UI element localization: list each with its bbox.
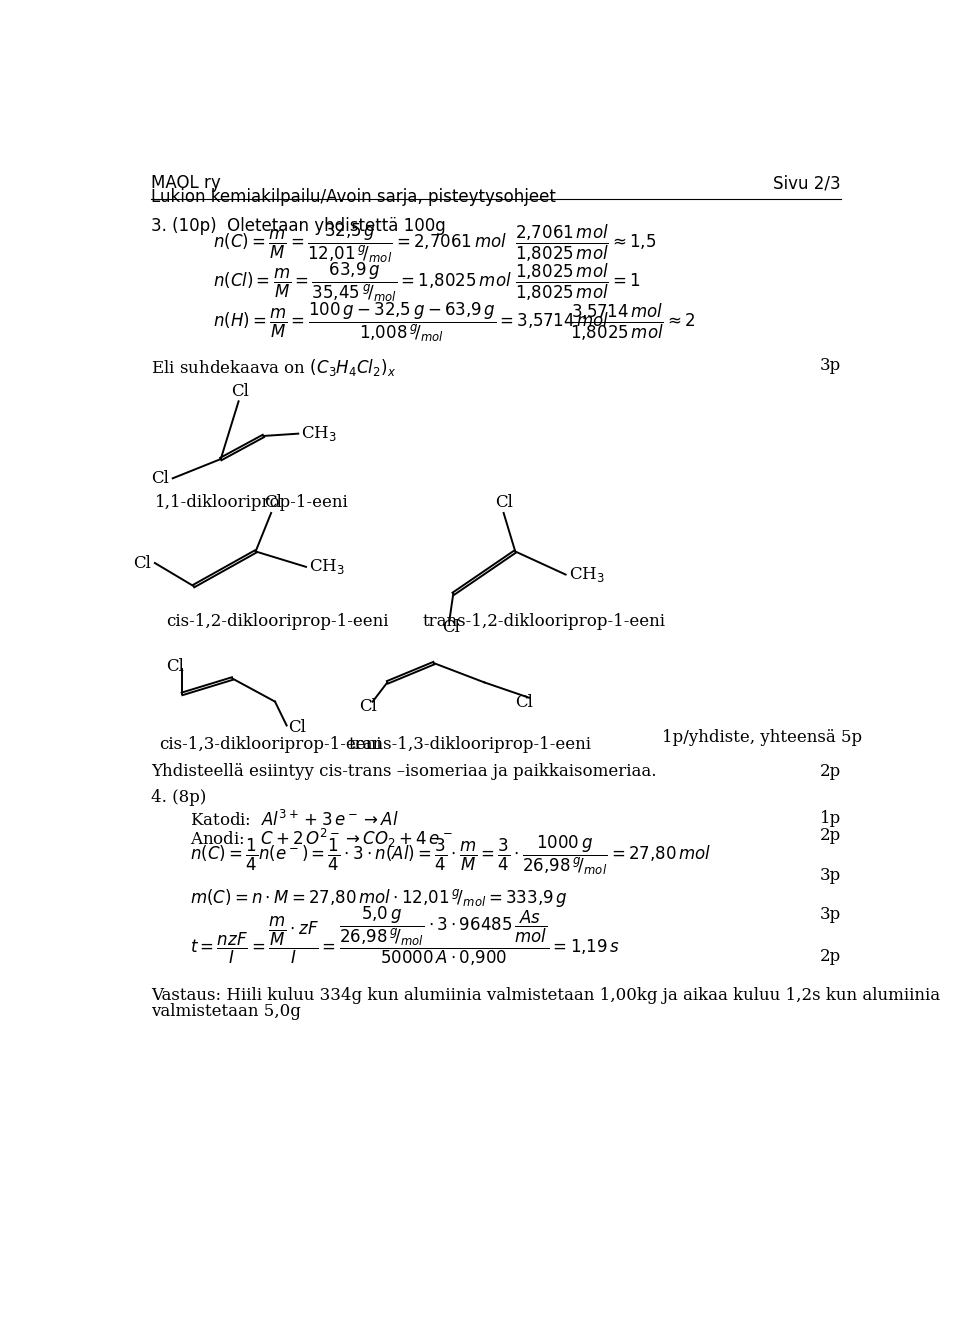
Text: 3p: 3p [820,867,841,884]
Text: valmistetaan 5,0g: valmistetaan 5,0g [151,1003,300,1020]
Text: Cl: Cl [133,554,151,572]
Text: Sivu 2/3: Sivu 2/3 [773,175,841,192]
Text: Anodi:   $C + 2\,O^{2-} \rightarrow CO_2 + 4\,e^-$: Anodi: $C + 2\,O^{2-} \rightarrow CO_2 +… [190,827,452,851]
Text: Katodi:  $Al^{3+} + 3\,e^- \rightarrow Al$: Katodi: $Al^{3+} + 3\,e^- \rightarrow Al… [190,810,398,831]
Text: $\dfrac{3{,}5714\,mol}{1{,}8025\,mol}\approx 2$: $\dfrac{3{,}5714\,mol}{1{,}8025\,mol}\ap… [569,302,695,343]
Text: cis-1,3-diklooriprop-1-eeni: cis-1,3-diklooriprop-1-eeni [158,737,381,753]
Text: Yhdisteellä esiintyy cis-trans –isomeriaa ja paikkaisomeriaa.: Yhdisteellä esiintyy cis-trans –isomeria… [151,763,657,781]
Text: 3p: 3p [820,906,841,922]
Text: cis-1,2-diklooriprop-1-eeni: cis-1,2-diklooriprop-1-eeni [166,613,389,630]
Text: CH$_3$: CH$_3$ [301,425,337,443]
Text: Eli suhdekaava on $(C_3H_4Cl_2)_x$: Eli suhdekaava on $(C_3H_4Cl_2)_x$ [151,357,396,378]
Text: Cl: Cl [516,693,533,710]
Text: CH$_3$: CH$_3$ [309,557,345,577]
Text: Cl: Cl [288,720,306,737]
Text: $n(Cl)=\dfrac{m}{M}=\dfrac{63{,}9\,g}{35{,}45\,^{g}\!/_{mol}}=1{,}8025\,mol$: $n(Cl)=\dfrac{m}{M}=\dfrac{63{,}9\,g}{35… [213,261,512,303]
Text: Vastaus: Hiili kuluu 334g kun alumiinia valmistetaan 1,00kg ja aikaa kuluu 1,2s : Vastaus: Hiili kuluu 334g kun alumiinia … [151,987,940,1004]
Text: Cl: Cl [359,697,376,714]
Text: $\dfrac{1{,}8025\,mol}{1{,}8025\,mol}=1$: $\dfrac{1{,}8025\,mol}{1{,}8025\,mol}=1$ [516,262,640,303]
Text: 2p: 2p [820,763,841,781]
Text: $\dfrac{2{,}7061\,mol}{1{,}8025\,mol}\approx 1{,}5$: $\dfrac{2{,}7061\,mol}{1{,}8025\,mol}\ap… [516,222,657,265]
Text: 2p: 2p [820,949,841,964]
Text: 2p: 2p [820,827,841,844]
Text: 4. (8p): 4. (8p) [151,789,206,806]
Text: Cl: Cl [494,495,513,512]
Text: 3p: 3p [820,357,841,374]
Text: $n(H)=\dfrac{m}{M}=\dfrac{100\,g-32{,}5\,g-63{,}9\,g}{1{,}008\,^{g}\!/_{mol}}=3{: $n(H)=\dfrac{m}{M}=\dfrac{100\,g-32{,}5\… [213,300,610,344]
Text: $n(C)=\dfrac{m}{M}=\dfrac{32{,}5\,g}{12{,}01\,^{g}\!/_{mol}}=2{,}7061\,mol$: $n(C)=\dfrac{m}{M}=\dfrac{32{,}5\,g}{12{… [213,222,507,265]
Text: 1p/yhdiste, yhteensä 5p: 1p/yhdiste, yhteensä 5p [662,729,863,746]
Text: MAOL ry: MAOL ry [151,175,221,192]
Text: 3. (10p)  Oletetaan yhdistettä 100g: 3. (10p) Oletetaan yhdistettä 100g [151,217,445,234]
Text: 1p: 1p [820,810,841,827]
Text: CH$_3$: CH$_3$ [568,565,605,583]
Text: $n(C)=\dfrac{1}{4}n(e^-)=\dfrac{1}{4}\cdot 3\cdot n(Al)=\dfrac{3}{4}\cdot\dfrac{: $n(C)=\dfrac{1}{4}n(e^-)=\dfrac{1}{4}\cd… [190,833,711,877]
Text: 1,1-diklooriprop-1-eeni: 1,1-diklooriprop-1-eeni [155,493,348,511]
Text: trans-1,2-diklooriprop-1-eeni: trans-1,2-diklooriprop-1-eeni [422,613,665,630]
Text: Cl: Cl [442,619,460,636]
Text: trans-1,3-diklooriprop-1-eeni: trans-1,3-diklooriprop-1-eeni [348,737,591,753]
Text: Cl: Cl [231,382,249,400]
Text: $m(C)=n\cdot M=27{,}80\,mol\cdot 12{,}01\,^{g}\!/_{mol}=333{,}9\,g$: $m(C)=n\cdot M=27{,}80\,mol\cdot 12{,}01… [190,886,567,909]
Text: Lukion kemiakilpailu/Avoin sarja, pisteytysohjeet: Lukion kemiakilpailu/Avoin sarja, pistey… [151,188,556,206]
Text: Cl: Cl [151,470,169,487]
Text: Cl: Cl [166,658,184,675]
Text: Cl: Cl [264,495,281,512]
Text: $t=\dfrac{nzF}{I}=\dfrac{\dfrac{m}{M}\cdot zF}{I}=\dfrac{\dfrac{5{,}0\,g}{26{,}9: $t=\dfrac{nzF}{I}=\dfrac{\dfrac{m}{M}\cd… [190,905,620,968]
